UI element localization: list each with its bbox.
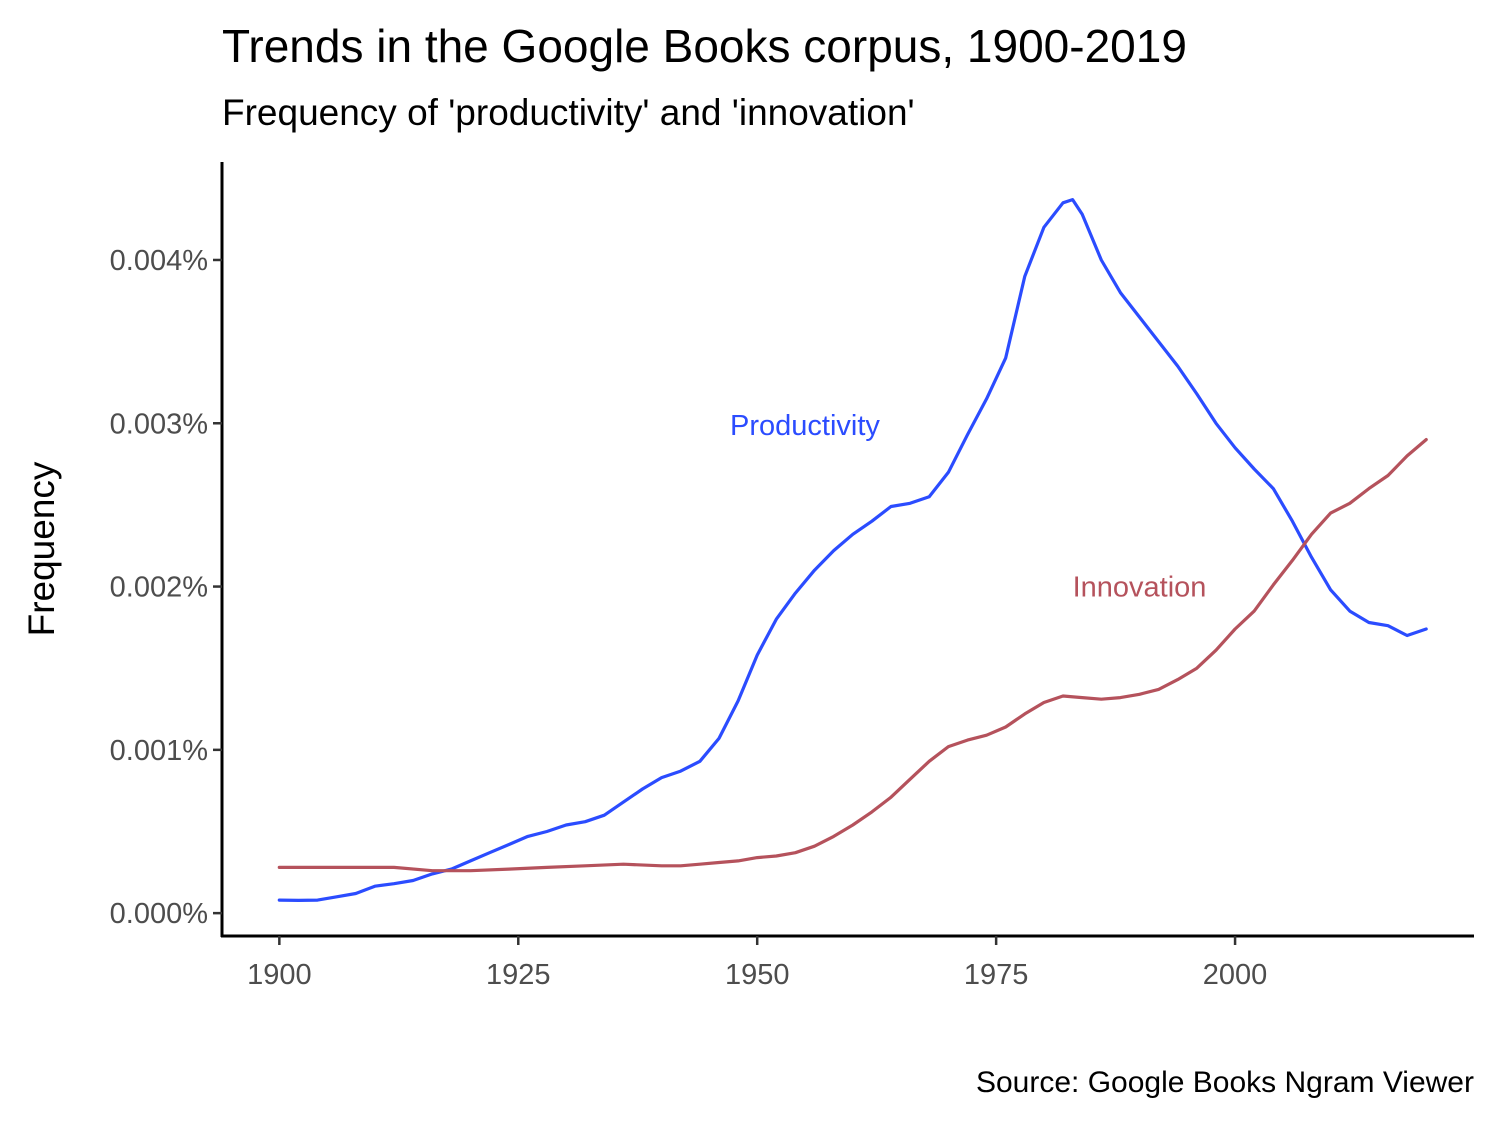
chart-caption: Source: Google Books Ngram Viewer	[975, 1066, 1474, 1099]
series-label-innovation: Innovation	[1073, 572, 1207, 604]
y-axis-title: Frequency	[21, 461, 62, 636]
x-tick-label: 1900	[247, 959, 312, 991]
y-tick-label: 0.001%	[110, 735, 208, 767]
axes: 0.000% 0.001% 0.002% 0.003% 0.004% 1900 1925 19…	[21, 162, 1474, 991]
x-tick-label: 1925	[486, 959, 551, 991]
series-line-innovation	[277, 438, 1428, 873]
series-layer: Productivity Innovation	[277, 198, 1428, 902]
series-line-productivity	[277, 198, 1428, 902]
series-label-productivity: Productivity	[730, 410, 880, 442]
x-tick-label: 2000	[1203, 959, 1268, 991]
chart-subtitle: Frequency of 'productivity' and 'innovat…	[222, 92, 915, 133]
chart-title: Trends in the Google Books corpus, 1900-…	[222, 20, 1187, 72]
y-tick-label: 0.000%	[110, 898, 208, 930]
y-tick-label: 0.004%	[110, 245, 208, 277]
x-tick-label: 1975	[964, 959, 1029, 991]
y-tick-label: 0.002%	[110, 572, 208, 604]
y-tick-label: 0.003%	[110, 408, 208, 440]
x-tick-label: 1950	[725, 959, 790, 991]
